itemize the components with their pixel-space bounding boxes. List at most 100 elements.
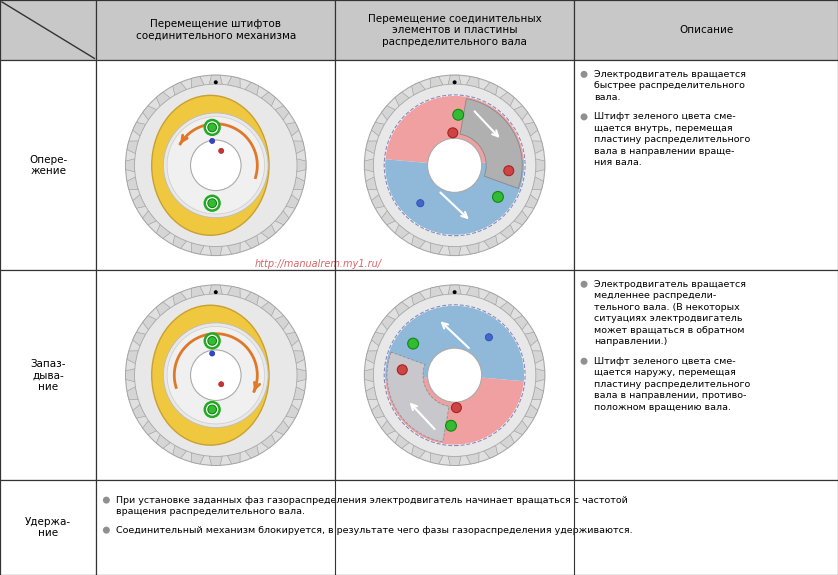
- Circle shape: [374, 84, 535, 247]
- Polygon shape: [286, 404, 299, 418]
- Polygon shape: [293, 387, 305, 400]
- Polygon shape: [261, 224, 276, 239]
- Polygon shape: [286, 194, 299, 208]
- Circle shape: [135, 294, 297, 457]
- Circle shape: [208, 336, 216, 345]
- Circle shape: [219, 148, 224, 154]
- Circle shape: [427, 138, 482, 193]
- Polygon shape: [411, 235, 426, 248]
- Text: вращения распределительного вала.: вращения распределительного вала.: [116, 507, 305, 516]
- Polygon shape: [448, 75, 461, 85]
- Circle shape: [126, 285, 306, 465]
- Polygon shape: [525, 404, 538, 418]
- Polygon shape: [532, 351, 544, 363]
- Text: щается внутрь, перемещая: щается внутрь, перемещая: [594, 124, 732, 133]
- Polygon shape: [275, 210, 289, 225]
- Polygon shape: [381, 106, 396, 120]
- Polygon shape: [514, 210, 528, 225]
- Polygon shape: [142, 316, 157, 330]
- Polygon shape: [460, 99, 522, 189]
- Polygon shape: [126, 159, 135, 172]
- Text: тельного вала. (В некоторых: тельного вала. (В некоторых: [594, 303, 740, 312]
- Polygon shape: [210, 285, 222, 294]
- Text: направлении.): направлении.): [594, 338, 667, 346]
- Polygon shape: [371, 332, 385, 346]
- Polygon shape: [514, 316, 528, 330]
- Circle shape: [214, 290, 218, 294]
- Circle shape: [163, 323, 268, 428]
- Text: ситуациях электродвигатель: ситуациях электродвигатель: [594, 315, 742, 323]
- Polygon shape: [365, 159, 374, 172]
- Text: ния вала.: ния вала.: [594, 158, 642, 167]
- Circle shape: [453, 290, 457, 294]
- Polygon shape: [532, 387, 544, 400]
- Circle shape: [210, 139, 215, 144]
- Text: пластину распределительного: пластину распределительного: [594, 135, 750, 144]
- Wedge shape: [385, 159, 524, 235]
- Polygon shape: [525, 194, 538, 208]
- Polygon shape: [127, 141, 138, 154]
- Polygon shape: [535, 159, 545, 172]
- Circle shape: [453, 81, 457, 85]
- Polygon shape: [484, 445, 498, 458]
- Polygon shape: [173, 445, 187, 458]
- Polygon shape: [191, 243, 204, 254]
- Polygon shape: [365, 351, 377, 363]
- Wedge shape: [385, 306, 524, 381]
- Text: быстрее распределительного: быстрее распределительного: [594, 82, 745, 90]
- Text: положном вращению вала.: положном вращению вала.: [594, 402, 731, 412]
- Bar: [96, 270, 335, 480]
- Polygon shape: [210, 75, 222, 85]
- Polygon shape: [127, 351, 138, 363]
- Polygon shape: [293, 351, 305, 363]
- Polygon shape: [525, 122, 538, 136]
- Circle shape: [103, 497, 110, 504]
- Circle shape: [453, 109, 463, 120]
- Polygon shape: [448, 285, 461, 294]
- Text: http://manualrem.my1.ru/: http://manualrem.my1.ru/: [255, 259, 382, 269]
- Polygon shape: [430, 76, 443, 88]
- Polygon shape: [532, 177, 544, 190]
- Polygon shape: [142, 210, 157, 225]
- Circle shape: [374, 294, 535, 457]
- Polygon shape: [132, 332, 146, 346]
- Text: Электродвигатель вращается: Электродвигатель вращается: [594, 70, 746, 79]
- Polygon shape: [365, 369, 374, 382]
- Polygon shape: [245, 292, 259, 305]
- Polygon shape: [173, 235, 187, 248]
- Circle shape: [204, 120, 220, 135]
- Polygon shape: [395, 434, 409, 448]
- Polygon shape: [466, 453, 479, 464]
- Circle shape: [208, 405, 216, 414]
- Polygon shape: [297, 159, 306, 172]
- Polygon shape: [371, 194, 385, 208]
- Polygon shape: [514, 106, 528, 120]
- Circle shape: [446, 420, 457, 431]
- Bar: [574, 270, 838, 480]
- Polygon shape: [381, 210, 396, 225]
- Text: вала в направлении враще-: вала в направлении враще-: [594, 147, 734, 156]
- Text: Перемещение штифтов
соединительного механизма: Перемещение штифтов соединительного меха…: [136, 20, 296, 41]
- Polygon shape: [297, 369, 306, 382]
- Polygon shape: [411, 445, 426, 458]
- Circle shape: [204, 334, 220, 348]
- Bar: [96, 480, 838, 575]
- Polygon shape: [395, 224, 409, 239]
- Polygon shape: [191, 76, 204, 88]
- Polygon shape: [275, 106, 289, 120]
- Polygon shape: [293, 141, 305, 154]
- Circle shape: [581, 71, 587, 78]
- Polygon shape: [387, 352, 449, 442]
- Polygon shape: [500, 302, 515, 316]
- Text: щается наружу, перемещая: щается наружу, перемещая: [594, 368, 736, 377]
- Polygon shape: [245, 235, 259, 248]
- Polygon shape: [500, 92, 515, 106]
- Bar: [96, 0, 335, 60]
- Circle shape: [208, 199, 216, 208]
- Polygon shape: [261, 434, 276, 448]
- Circle shape: [210, 351, 215, 356]
- Text: Штифт зеленого цвета сме-: Штифт зеленого цвета сме-: [594, 356, 736, 366]
- Polygon shape: [365, 141, 377, 154]
- Bar: [0, 480, 96, 575]
- Circle shape: [219, 382, 224, 387]
